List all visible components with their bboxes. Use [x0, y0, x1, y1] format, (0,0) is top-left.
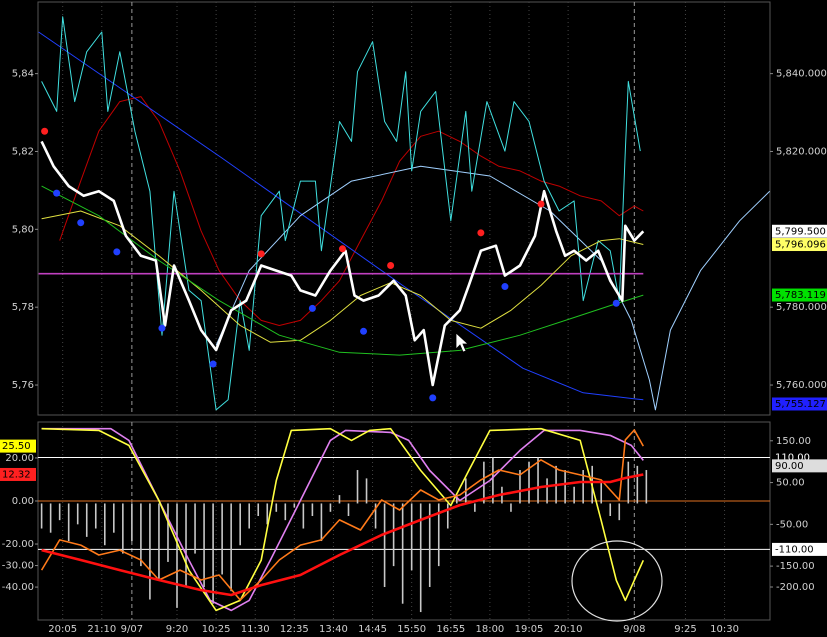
value-badge-label: 12.32	[2, 469, 31, 480]
value-badge-label: 25.50	[2, 441, 31, 452]
y-tick-label: -20.00	[2, 539, 34, 550]
series-line	[41, 16, 641, 411]
value-badge	[772, 224, 827, 238]
y-tick-label: 5,82	[12, 146, 34, 157]
signal-dot	[338, 245, 346, 253]
y-tick-label: 5,78	[12, 302, 34, 313]
x-tick-label: 18:00	[475, 624, 504, 635]
x-tick-label: 10:25	[202, 624, 231, 635]
value-badge-label: 5,783.119	[775, 290, 826, 301]
x-tick-label: 19:05	[515, 624, 544, 635]
value-badge	[772, 238, 827, 252]
signal-dot	[537, 200, 545, 208]
series-line	[40, 429, 644, 601]
y-tick-label: 5,80	[12, 224, 34, 235]
value-badge	[0, 467, 36, 481]
y-tick-label: 20.00	[5, 453, 34, 464]
signal-dot	[257, 250, 265, 258]
x-tick-label: 12:35	[280, 624, 309, 635]
series-line	[38, 31, 644, 401]
value-badge	[772, 459, 827, 473]
series-line	[40, 140, 645, 387]
x-tick-label: 9/07	[121, 624, 143, 635]
price-panel-frame	[37, 1, 771, 416]
value-badge	[772, 397, 827, 411]
signal-dot	[77, 219, 85, 227]
mouse-cursor	[455, 332, 470, 353]
signal-dot	[113, 248, 121, 256]
y2-tick-label: 50.00	[776, 478, 805, 489]
signal-dot	[387, 262, 395, 270]
x-tick-label: 14:45	[358, 624, 387, 635]
y2-tick-label: -200.00	[776, 582, 815, 593]
series-line	[41, 210, 644, 343]
signal-dot	[158, 324, 166, 332]
x-tick-label: 20:10	[554, 624, 583, 635]
x-tick-label: 11:30	[241, 624, 270, 635]
signal-dot	[501, 283, 509, 291]
y-tick-label: -30.00	[2, 561, 34, 572]
x-tick-label: 9/08	[623, 624, 645, 635]
series-line	[41, 427, 645, 612]
value-badge-label: 110.00	[775, 453, 810, 464]
y2-tick-label: 150.00	[776, 436, 811, 447]
series-line	[59, 96, 644, 326]
x-tick-label: 10:30	[710, 624, 739, 635]
y2-tick-label: 5,760.000	[776, 380, 827, 391]
x-tick-label: 16:55	[436, 624, 465, 635]
y-tick-label: 0.00	[12, 496, 34, 507]
x-tick-label: 9:25	[674, 624, 696, 635]
signal-dot	[429, 394, 437, 402]
y2-tick-label: -150.00	[776, 561, 815, 572]
x-tick-label: 21:10	[87, 624, 116, 635]
y-tick-label: -40.00	[2, 582, 34, 593]
y2-tick-label: 5,840.000	[776, 69, 827, 80]
value-badge-label: 5,796.096	[775, 240, 826, 251]
value-badge-label: -110.00	[775, 544, 814, 555]
signal-dot	[209, 360, 217, 368]
signal-dot	[308, 304, 316, 312]
indicator-panel-frame	[37, 421, 771, 621]
value-badge-label: 5,799.500	[775, 226, 826, 237]
signal-dot	[53, 189, 61, 197]
signal-dot	[612, 299, 620, 307]
panel	[38, 2, 770, 415]
x-tick-label: 13:40	[319, 624, 348, 635]
value-badge-label: 90.00	[775, 461, 804, 472]
x-tick-label: 15:50	[397, 624, 426, 635]
y-tick-label: 5,84	[12, 69, 34, 80]
signal-dot	[41, 127, 49, 135]
series-line	[41, 185, 644, 356]
x-tick-label: 9:20	[166, 624, 188, 635]
y-tick-label: 5,76	[12, 380, 34, 391]
signal-dot	[477, 229, 485, 237]
x-tick-label: 20:05	[48, 624, 77, 635]
series-line	[41, 427, 644, 612]
highlight-ellipse	[571, 540, 663, 622]
signal-dot	[360, 327, 368, 335]
y2-tick-label: -50.00	[776, 519, 808, 530]
value-badge-label: 5,755.127	[775, 399, 826, 410]
y2-tick-label: 5,780.000	[776, 302, 827, 313]
value-badge	[772, 542, 827, 556]
series-line	[41, 473, 644, 597]
y2-tick-label: 5,820.000	[776, 146, 827, 157]
panel	[38, 422, 770, 620]
value-badge	[0, 439, 36, 453]
value-badge	[772, 288, 827, 302]
